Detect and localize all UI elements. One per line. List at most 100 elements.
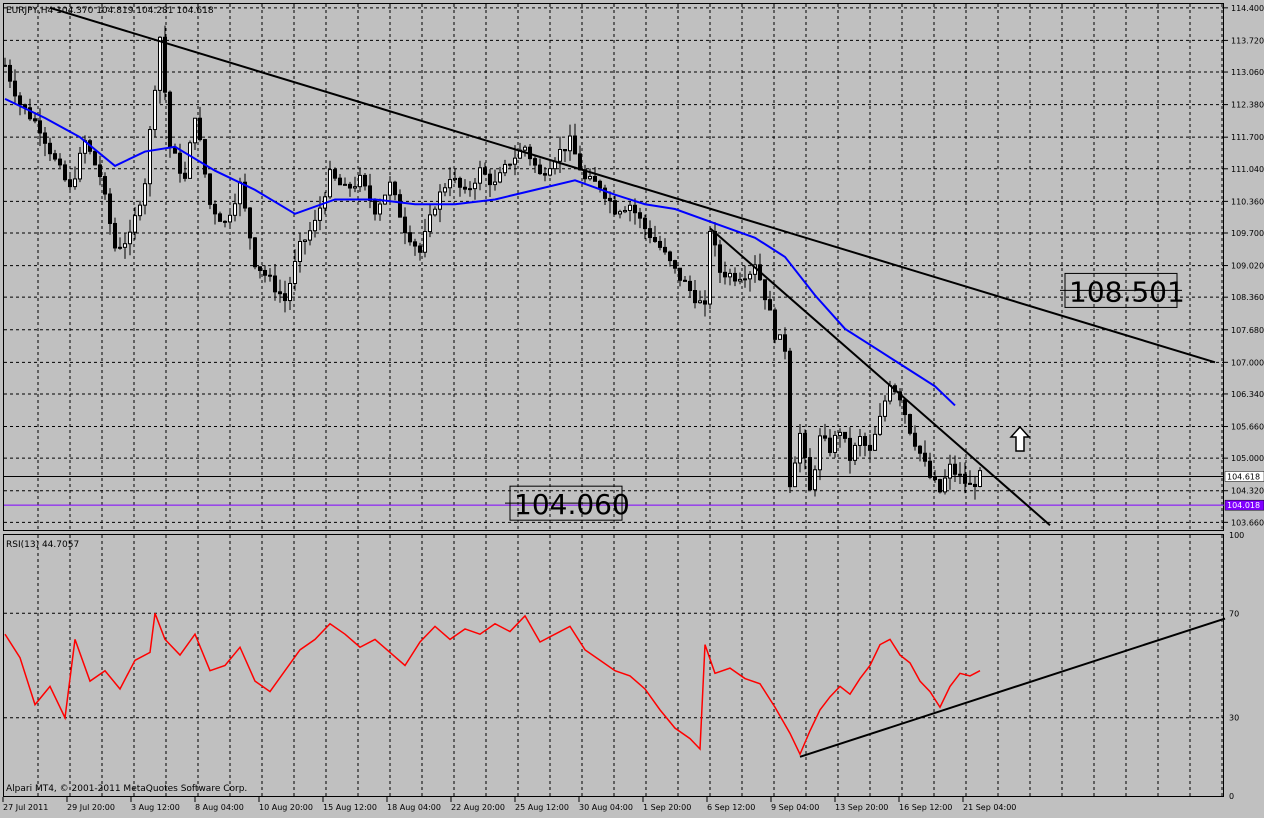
time-tick-label: 3 Aug 12:00: [131, 803, 180, 812]
horizontal-levels[interactable]: 104.618 104.018: [4, 471, 1264, 511]
candle-body: [718, 244, 722, 273]
price-tick-label: 110.360: [1231, 197, 1264, 206]
time-tick-label: 1 Sep 20:00: [643, 803, 691, 812]
annotation-box[interactable]: [1064, 272, 1178, 308]
level-tag: [1224, 471, 1264, 482]
rsi-trendline[interactable]: [799, 617, 1226, 758]
price-trendline[interactable]: [709, 227, 1051, 526]
candle-body: [293, 260, 297, 284]
candle-body: [168, 91, 172, 148]
candle-body: [588, 176, 592, 180]
trendlines[interactable]: [49, 6, 1226, 758]
candle-body: [283, 293, 287, 302]
candle-body: [433, 208, 437, 216]
candle-body: [468, 188, 472, 191]
time-tick-label: 10 Aug 20:00: [259, 803, 313, 812]
candle-body: [18, 95, 22, 106]
candle-body: [953, 463, 957, 475]
candle-body: [163, 36, 167, 93]
candle-body: [538, 164, 542, 175]
candle-body: [428, 214, 432, 233]
moving-average: [4, 97, 956, 407]
candle-body: [698, 300, 702, 304]
candle-body: [218, 213, 222, 222]
candle-body: [578, 153, 582, 171]
candle-body: [658, 240, 662, 248]
candle-body: [913, 432, 917, 447]
price-tick-label: 111.700: [1231, 133, 1264, 142]
candle-body: [668, 251, 672, 262]
annotation-box[interactable]: [509, 485, 623, 521]
candle-body: [363, 174, 367, 187]
up-arrow-icon[interactable]: [1009, 425, 1031, 452]
price-tick-label: 114.400: [1231, 4, 1264, 13]
candle-body: [813, 469, 817, 491]
candle-body: [708, 230, 712, 305]
candle-body: [768, 299, 772, 311]
candle-body: [208, 173, 212, 205]
candle-body: [438, 191, 442, 210]
candle-body: [98, 164, 102, 178]
candle-body: [638, 212, 642, 219]
level-tag: [1224, 499, 1264, 511]
candle-body: [478, 167, 482, 184]
candle-body: [353, 186, 357, 189]
candle-body: [918, 445, 922, 454]
candle-body: [473, 182, 477, 190]
candle-body: [313, 219, 317, 232]
time-tick-label: 15 Aug 12:00: [323, 803, 377, 812]
price-tick-label: 105.660: [1231, 423, 1264, 432]
candle-body: [628, 204, 632, 211]
candle-body: [118, 246, 122, 249]
candle-body: [278, 291, 282, 295]
price-tick-label: 105.000: [1231, 454, 1264, 463]
rsi-line: [4, 613, 981, 757]
candle-body: [643, 217, 647, 230]
price-tick-label: 113.060: [1231, 68, 1264, 77]
candle-body: [793, 462, 797, 488]
candle-body: [258, 266, 262, 271]
candle-body: [308, 230, 312, 241]
candle-body: [188, 142, 192, 179]
time-tick-label: 29 Jul 20:00: [67, 803, 115, 812]
candle-body: [508, 163, 512, 166]
candle-body: [153, 89, 157, 131]
candle-body: [123, 243, 127, 248]
candle-body: [48, 142, 52, 155]
candle-body: [798, 432, 802, 464]
candle-body: [238, 181, 242, 205]
candle-body: [533, 158, 537, 166]
candle-body: [623, 209, 627, 213]
candle-body: [103, 176, 107, 195]
candle-body: [248, 207, 252, 239]
candle-body: [723, 271, 727, 278]
candle-body: [763, 279, 767, 301]
price-tick-label: 112.380: [1231, 101, 1264, 110]
candle-body: [338, 177, 342, 186]
candle-body: [228, 214, 232, 223]
price-pane-frame: [3, 3, 1224, 531]
candle-body: [828, 437, 832, 453]
candle-body: [513, 157, 517, 165]
candle-body: [788, 350, 792, 488]
candle-body: [958, 473, 962, 476]
candle-body: [803, 432, 807, 459]
time-tick-label: 30 Aug 04:00: [579, 803, 633, 812]
rsi-tick-label: 30: [1229, 714, 1239, 723]
level-tag-label: 104.618: [1227, 472, 1260, 481]
price-trendline[interactable]: [49, 6, 1216, 364]
level-tag-label: 104.018: [1227, 501, 1260, 510]
candle-body: [948, 463, 952, 479]
candle-body: [53, 153, 57, 160]
candle-body: [378, 203, 382, 215]
candle-body: [263, 269, 267, 276]
price-axis: 114.400 113.720 113.060 112.380 111.700 111.0…: [1224, 4, 1264, 527]
candle-body: [593, 176, 597, 182]
candle-body: [43, 132, 47, 144]
candle-body: [773, 309, 777, 340]
price-annotations[interactable]: 108.501 104.060: [505, 272, 1185, 521]
candle-body: [678, 267, 682, 281]
rsi-indicator-label: RSI(13) 44.7057: [6, 540, 79, 550]
